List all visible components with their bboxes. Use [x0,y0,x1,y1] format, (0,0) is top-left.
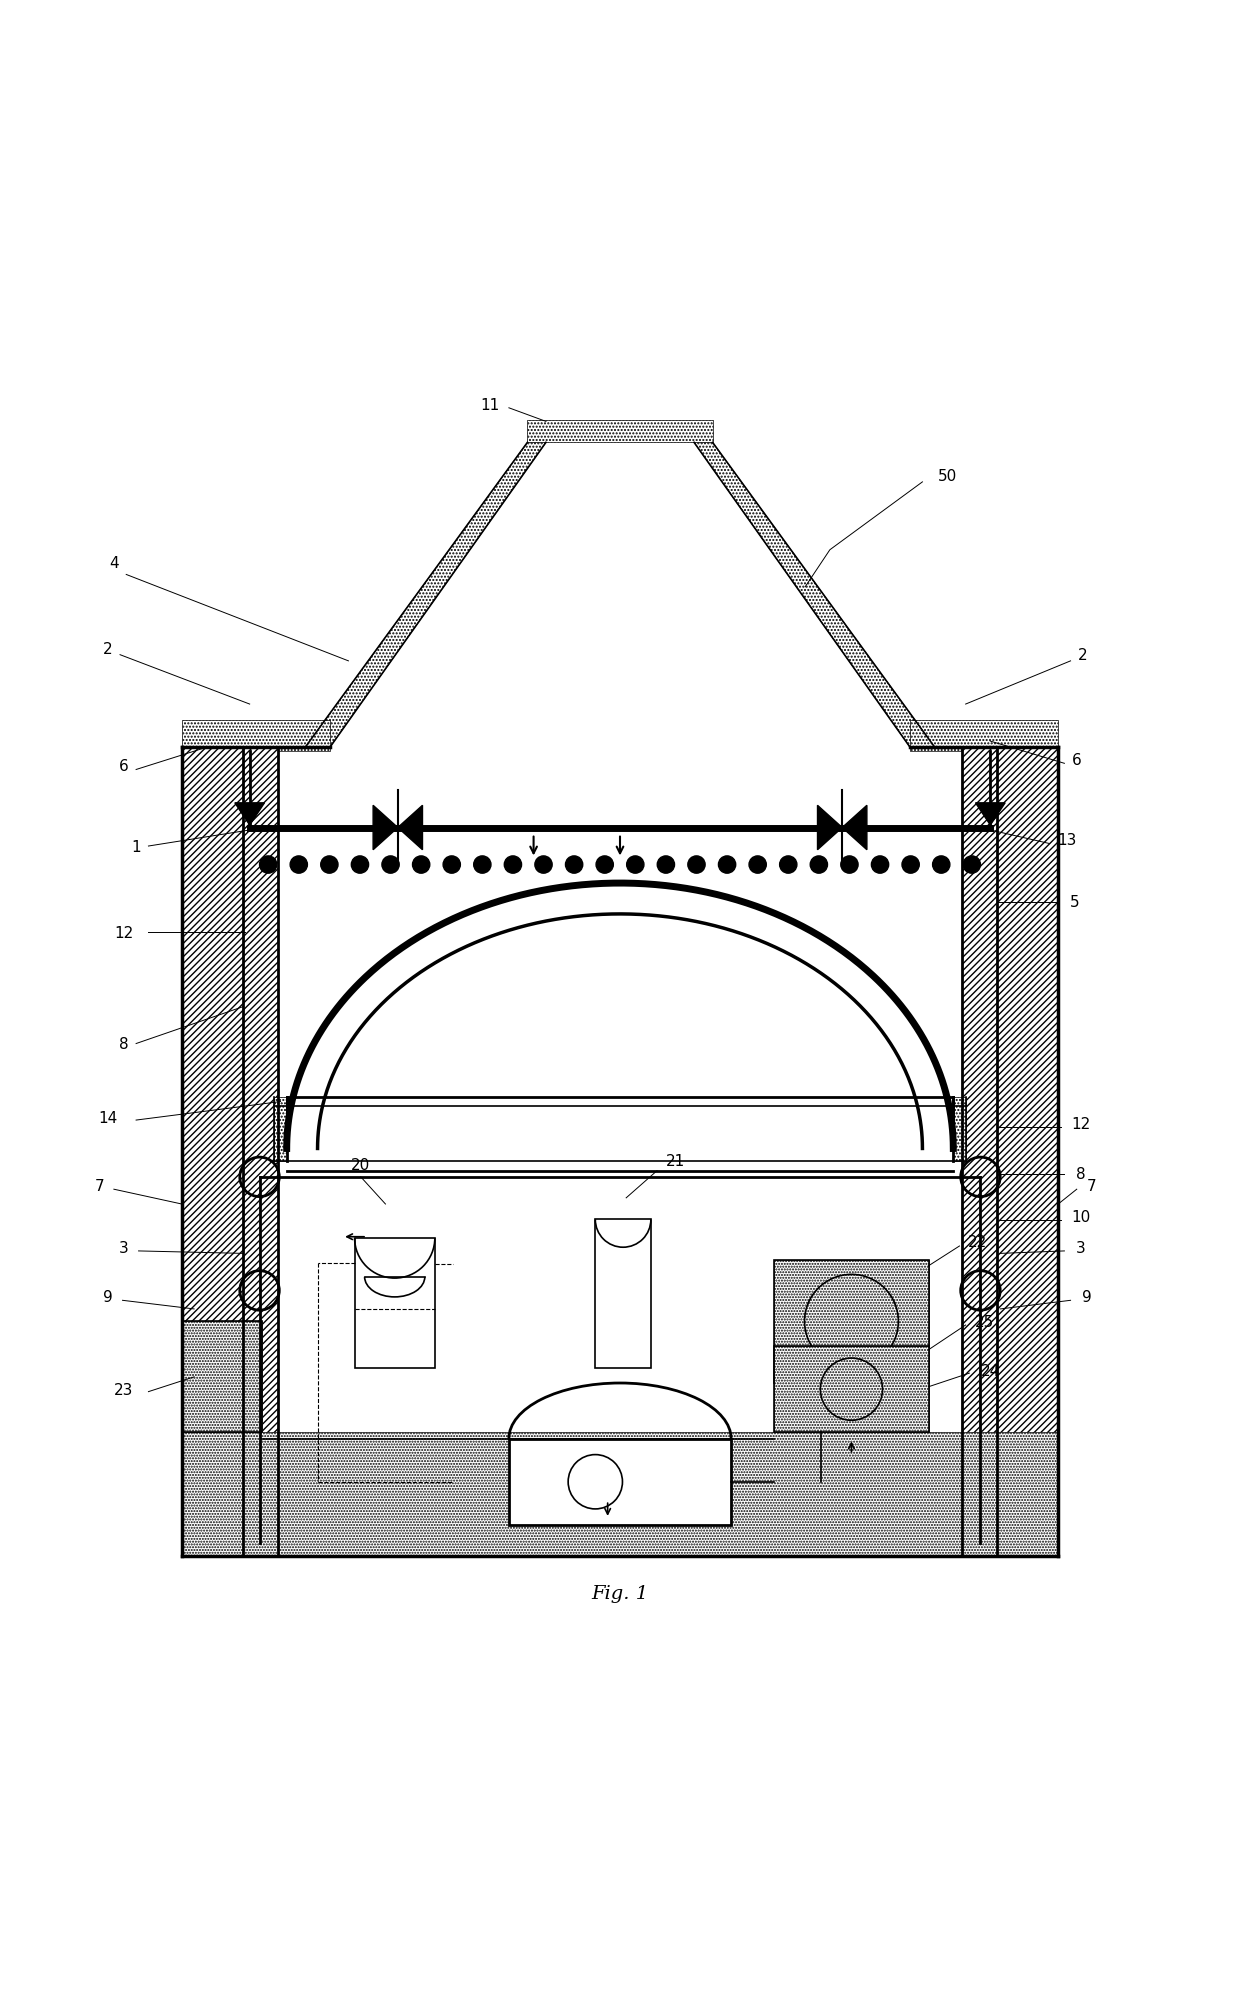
Polygon shape [817,806,842,850]
Circle shape [565,856,583,874]
Text: 3: 3 [1075,1241,1085,1255]
Text: 8: 8 [119,1037,129,1051]
Circle shape [474,856,491,874]
Text: 3: 3 [119,1241,129,1255]
Text: 9: 9 [1081,1289,1091,1305]
Circle shape [382,856,399,874]
Text: 6: 6 [1071,753,1081,767]
Polygon shape [842,806,867,850]
Polygon shape [976,804,1006,826]
Circle shape [626,856,644,874]
Bar [774,1345,929,1432]
Bar [182,747,249,1557]
Text: 1: 1 [131,840,141,854]
Text: 2: 2 [103,642,113,657]
Circle shape [901,856,919,874]
Circle shape [534,856,552,874]
Bar [274,1098,286,1162]
Circle shape [872,856,889,874]
Circle shape [810,856,827,874]
Circle shape [932,856,950,874]
Text: 12: 12 [1071,1116,1090,1132]
Text: 22: 22 [968,1235,987,1249]
Text: 23: 23 [114,1382,134,1398]
Circle shape [413,856,430,874]
Circle shape [443,856,460,874]
Bar [774,1261,929,1384]
Text: 4: 4 [109,556,119,570]
Bar [910,721,1058,751]
Bar [774,1261,929,1384]
Circle shape [841,856,858,874]
Bar [355,1239,435,1368]
Circle shape [596,856,614,874]
Text: 6: 6 [119,759,129,773]
Text: 14: 14 [98,1110,118,1126]
Circle shape [321,856,339,874]
Circle shape [351,856,368,874]
Text: Fig. 1: Fig. 1 [591,1585,649,1601]
Text: 11: 11 [481,397,500,413]
Polygon shape [398,806,423,850]
Bar [182,1321,262,1432]
Text: 50: 50 [937,469,957,483]
Bar [243,747,278,1557]
Bar [182,1321,262,1432]
Bar [962,747,997,1557]
Circle shape [718,856,735,874]
Circle shape [657,856,675,874]
Bar [595,1220,651,1368]
Text: 25: 25 [975,1313,993,1329]
Text: 7: 7 [1086,1178,1096,1194]
Text: 24: 24 [981,1363,999,1378]
Polygon shape [694,443,935,747]
Bar [508,1438,732,1525]
Circle shape [688,856,706,874]
Bar [527,421,713,443]
Polygon shape [234,804,264,826]
Text: 10: 10 [1071,1208,1090,1225]
Text: 7: 7 [94,1178,104,1194]
Circle shape [749,856,766,874]
Bar [774,1345,929,1432]
Text: 12: 12 [114,926,134,941]
Circle shape [963,856,981,874]
Circle shape [259,856,277,874]
Bar [182,1432,1058,1557]
Text: 2: 2 [1078,649,1087,663]
Circle shape [290,856,308,874]
Text: 5: 5 [1069,894,1079,910]
Text: 21: 21 [666,1154,686,1168]
Text: 20: 20 [351,1158,371,1172]
Text: 8: 8 [1075,1166,1085,1180]
Bar [954,1098,966,1162]
Polygon shape [373,806,398,850]
Polygon shape [305,443,546,747]
Circle shape [780,856,797,874]
Text: 9: 9 [103,1289,113,1305]
Circle shape [505,856,522,874]
Bar [991,747,1058,1557]
Text: 13: 13 [1058,834,1076,848]
Bar [182,721,330,751]
